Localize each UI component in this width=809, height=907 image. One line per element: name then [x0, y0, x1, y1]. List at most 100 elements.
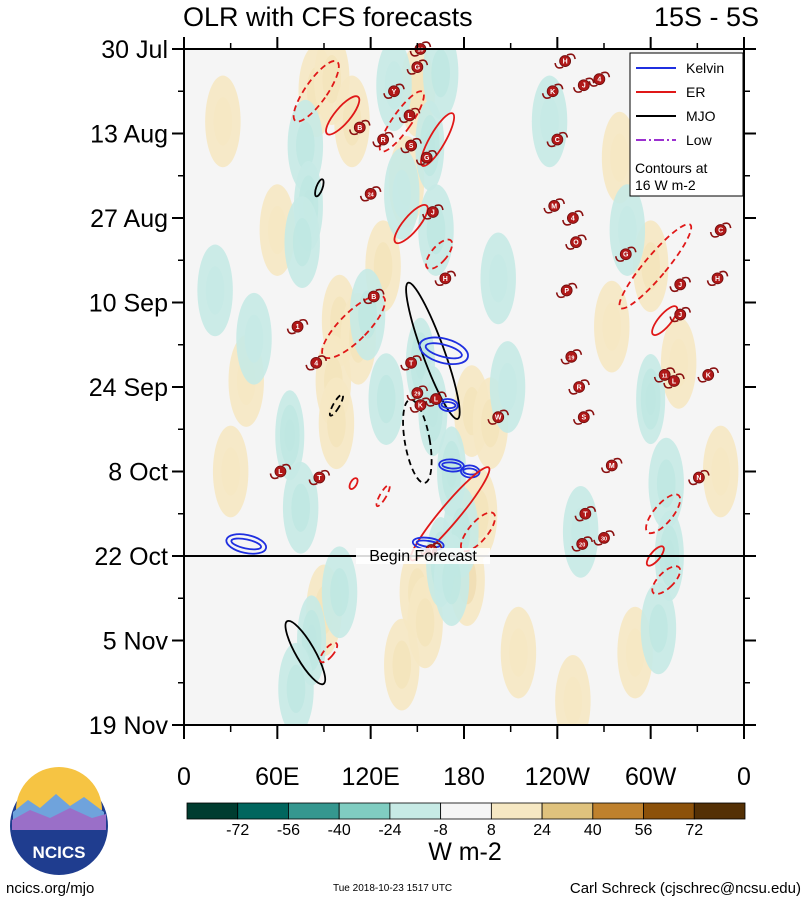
chart-region-label: 15S - 5S	[653, 2, 759, 32]
colorbar-segment	[490, 802, 543, 820]
storm-arm-top	[282, 463, 292, 470]
storm-arm-top	[574, 210, 584, 217]
storm-center	[593, 73, 606, 86]
storm-symbol: R	[372, 131, 394, 148]
olr-anomaly-cell	[205, 75, 241, 168]
colorbar-unit-label: W m-2	[428, 838, 502, 866]
begin-forecast-label: Begin Forecast	[369, 548, 477, 565]
storm-symbol: G	[614, 246, 637, 262]
storm-arm-bottom	[593, 539, 603, 546]
storm-arm-bottom	[409, 50, 419, 57]
storm-arm-top	[573, 349, 583, 355]
storm-label: P	[564, 288, 569, 295]
storm-label: M	[609, 463, 615, 470]
storm-label: J	[678, 312, 682, 319]
storm-arm-bottom	[400, 364, 410, 371]
storm-symbol: K	[697, 367, 720, 383]
storm-symbol: J	[422, 204, 444, 220]
storm-center	[570, 236, 582, 249]
kelvin-contour	[438, 398, 459, 413]
colorbar-segment	[338, 802, 391, 820]
storm-symbol: L	[425, 391, 447, 407]
storm-label: 16	[417, 48, 423, 54]
er-contour	[319, 641, 339, 664]
storm-label: 4	[314, 360, 318, 367]
er-contour	[325, 95, 361, 136]
storm-arm-bottom	[572, 419, 583, 425]
storm-label: G	[415, 65, 421, 72]
storm-symbol: H	[706, 270, 729, 287]
storm-arm-bottom	[669, 316, 679, 323]
storm-symbol: J	[669, 306, 692, 323]
mjo-contour	[402, 398, 433, 484]
olr-anomaly-cell	[275, 390, 305, 481]
storm-center	[377, 133, 390, 146]
storm-symbol: T	[400, 355, 422, 371]
kelvin-contour-inner	[424, 342, 463, 360]
storm-symbol: G	[406, 59, 429, 75]
storm-label: H	[563, 59, 568, 66]
storm-label: 4	[571, 216, 575, 223]
storm-arm-bottom	[286, 328, 296, 335]
olr-anomaly-cell	[384, 618, 420, 711]
storm-symbol: G	[415, 149, 438, 166]
er-contour	[420, 112, 455, 167]
storm-symbol: 20	[571, 536, 594, 552]
olr-anomaly-cell	[384, 147, 420, 240]
storm-symbol: 4	[588, 71, 611, 87]
storm-center	[411, 61, 424, 74]
storm-arm-top	[434, 204, 444, 211]
chart-title: OLR with CFS forecasts	[183, 2, 473, 32]
storm-arm-top	[412, 137, 422, 144]
storm-arm-top	[395, 83, 405, 90]
storm-center	[674, 308, 687, 321]
kelvin-contour	[460, 464, 481, 479]
er-contour	[321, 294, 386, 360]
storm-arm-bottom	[409, 406, 419, 413]
storm-symbol: O	[565, 234, 587, 250]
colorbar-segment	[440, 802, 492, 820]
storm-arm-bottom	[688, 479, 698, 486]
storm-center	[560, 284, 573, 297]
logo-text: NCICS	[33, 843, 86, 862]
storm-center	[573, 381, 586, 393]
storm-arm-top	[437, 391, 447, 398]
colorbar-segment	[541, 802, 594, 820]
storm-symbol: 4	[562, 210, 584, 226]
storm-arm-bottom	[709, 231, 719, 238]
storm-symbol: K	[409, 397, 432, 413]
y-tick-label: 5 Nov	[103, 628, 169, 656]
y-tick-label: 24 Sep	[89, 374, 168, 402]
storm-arm-top	[583, 536, 594, 543]
storm-center	[551, 133, 564, 146]
kelvin-contour	[418, 336, 469, 366]
storm-arm-top	[700, 469, 710, 476]
storm-arm-bottom	[406, 68, 416, 75]
storm-arm-top	[419, 385, 429, 392]
storm-label: L	[407, 113, 412, 120]
colorbar-segment	[643, 802, 695, 820]
storm-center	[548, 200, 561, 212]
footer-timestamp: Tue 2018-10-23 1517 UTC	[333, 883, 453, 894]
storm-label: J	[582, 83, 586, 90]
olr-anomaly-cell	[640, 582, 677, 675]
er-contour	[292, 60, 340, 123]
x-tick-label: 60E	[255, 763, 299, 791]
y-tick-label: 22 Oct	[94, 543, 168, 571]
footer-url[interactable]: ncics.org/mjo	[6, 880, 95, 897]
storm-symbol: H	[434, 270, 457, 287]
legend-note-line1: Contours at	[635, 160, 707, 176]
legend-label-kelvin: Kelvin	[686, 60, 724, 76]
storm-center	[559, 55, 572, 67]
storm-center	[619, 248, 632, 261]
storm-label: 29	[414, 392, 420, 398]
storm-arm-top	[605, 530, 615, 537]
olr-anomaly-cell	[636, 354, 666, 445]
storm-arm-bottom	[362, 298, 373, 305]
colorbar-tick-label: 72	[685, 822, 703, 839]
storm-label: O	[573, 240, 579, 247]
storm-symbol: L	[663, 373, 685, 389]
storm-center	[426, 206, 439, 218]
storm-center	[313, 471, 326, 484]
x-tick-label: 60W	[625, 763, 677, 791]
